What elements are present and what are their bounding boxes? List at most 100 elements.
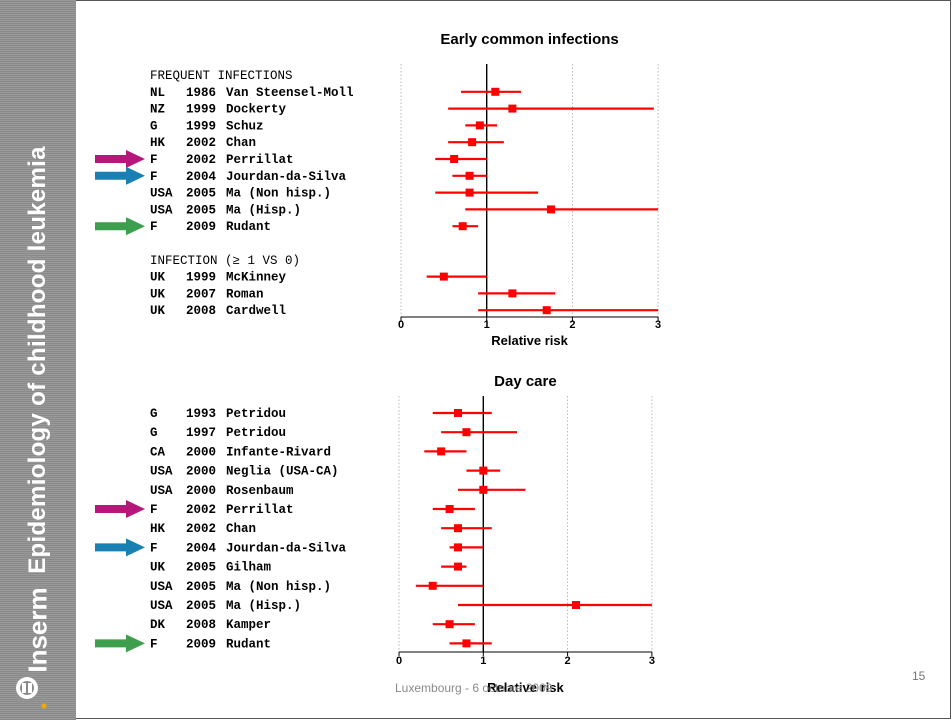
study-name: Perrillat xyxy=(226,153,294,167)
study-year: 1993 xyxy=(186,407,216,421)
study-country: F xyxy=(150,637,158,651)
x-tick-label: 1 xyxy=(480,655,486,667)
study-year: 2009 xyxy=(186,220,216,234)
study-year: 2008 xyxy=(186,304,216,318)
point-estimate xyxy=(465,188,474,197)
study-year: 2002 xyxy=(186,503,216,517)
point-estimate xyxy=(428,581,437,590)
study-year: 2004 xyxy=(186,170,217,184)
study-name: McKinney xyxy=(226,271,287,285)
point-estimate xyxy=(454,524,463,533)
study-year: 2000 xyxy=(186,445,216,459)
study-name: Chan xyxy=(226,522,256,536)
point-estimate xyxy=(450,155,459,163)
study-country: G xyxy=(150,119,158,133)
study-name: Rudant xyxy=(226,637,271,651)
point-estimate xyxy=(508,104,517,113)
x-tick-label: 1 xyxy=(484,319,490,331)
study-country: UK xyxy=(150,304,166,318)
inserm-logo-icon xyxy=(16,677,47,709)
study-name: Schuz xyxy=(226,119,264,133)
study-country: NL xyxy=(150,86,165,100)
study-year: 2002 xyxy=(186,522,216,536)
point-estimate xyxy=(462,428,471,437)
point-estimate xyxy=(479,466,488,475)
point-estimate xyxy=(437,447,446,456)
study-name: Petridou xyxy=(226,407,286,421)
study-country: G xyxy=(150,407,158,421)
study-name: Roman xyxy=(226,287,264,301)
x-tick-label: 0 xyxy=(398,319,404,331)
study-country: NZ xyxy=(150,103,165,117)
study-name: Petridou xyxy=(226,426,286,440)
point-estimate xyxy=(572,601,581,609)
point-estimate xyxy=(458,222,467,231)
highlight-arrow-magenta xyxy=(95,500,145,518)
study-year: 2000 xyxy=(186,465,216,479)
x-axis-label: Relative risk xyxy=(487,680,564,695)
study-year: 2000 xyxy=(186,484,216,498)
study-name: Neglia (USA-CA) xyxy=(226,465,339,479)
study-country: HK xyxy=(150,136,166,150)
highlight-arrow-magenta xyxy=(95,150,145,168)
study-name: Ma (Non hisp.) xyxy=(226,187,331,201)
chart-title: Early common infections xyxy=(440,31,618,48)
study-name: Perrillat xyxy=(226,503,294,517)
study-country: UK xyxy=(150,561,166,575)
point-estimate xyxy=(491,87,500,96)
study-country: DK xyxy=(150,618,166,632)
x-tick-label: 0 xyxy=(396,655,402,667)
study-year: 2004 xyxy=(186,541,217,555)
study-name: Rudant xyxy=(226,220,271,234)
study-country: F xyxy=(150,153,158,167)
study-name: Jourdan-da-Silva xyxy=(226,170,347,184)
point-estimate xyxy=(439,272,448,281)
study-name: Jourdan-da-Silva xyxy=(226,541,347,555)
study-year: 1999 xyxy=(186,271,216,285)
point-estimate xyxy=(546,205,555,214)
study-name: Infante-Rivard xyxy=(226,445,331,459)
highlight-arrow-green xyxy=(95,217,145,236)
study-year: 1997 xyxy=(186,426,216,440)
study-country: USA xyxy=(150,203,173,217)
study-year: 1986 xyxy=(186,86,216,100)
point-estimate xyxy=(454,543,463,552)
study-country: USA xyxy=(150,187,173,201)
study-year: 2005 xyxy=(186,203,216,217)
study-year: 2009 xyxy=(186,637,216,651)
x-tick-label: 3 xyxy=(655,319,661,331)
study-year: 2005 xyxy=(186,187,216,201)
point-estimate xyxy=(542,306,551,315)
study-year: 2002 xyxy=(186,153,216,167)
study-country: USA xyxy=(150,580,173,594)
study-year: 2002 xyxy=(186,136,216,150)
point-estimate xyxy=(468,138,477,147)
study-country: USA xyxy=(150,484,173,498)
page-number: 15 xyxy=(912,669,926,683)
study-name: Gilham xyxy=(226,561,272,575)
x-tick-label: 2 xyxy=(565,655,571,667)
x-tick-label: 2 xyxy=(569,319,575,331)
study-country: G xyxy=(150,426,158,440)
study-year: 2005 xyxy=(186,561,216,575)
study-year: 2005 xyxy=(186,599,216,613)
study-year: 2007 xyxy=(186,287,216,301)
highlight-arrow-blue xyxy=(95,538,145,557)
footer-text: Luxembourg - 6 octobre 2009 xyxy=(395,681,553,695)
study-country: F xyxy=(150,220,158,234)
highlight-arrow-green xyxy=(95,634,145,653)
study-name: Rosenbaum xyxy=(226,484,294,498)
study-country: F xyxy=(150,503,158,517)
study-name: Dockerty xyxy=(226,103,287,117)
study-year: 1999 xyxy=(186,119,216,133)
point-estimate xyxy=(465,171,474,180)
group-header: INFECTION (≥ 1 VS 0) xyxy=(150,254,300,268)
study-year: 1999 xyxy=(186,103,216,117)
study-year: 2008 xyxy=(186,618,216,632)
study-name: Van Steensel-Moll xyxy=(226,86,354,100)
study-country: USA xyxy=(150,599,173,613)
study-name: Ma (Hisp.) xyxy=(226,203,301,217)
study-country: UK xyxy=(150,287,166,301)
